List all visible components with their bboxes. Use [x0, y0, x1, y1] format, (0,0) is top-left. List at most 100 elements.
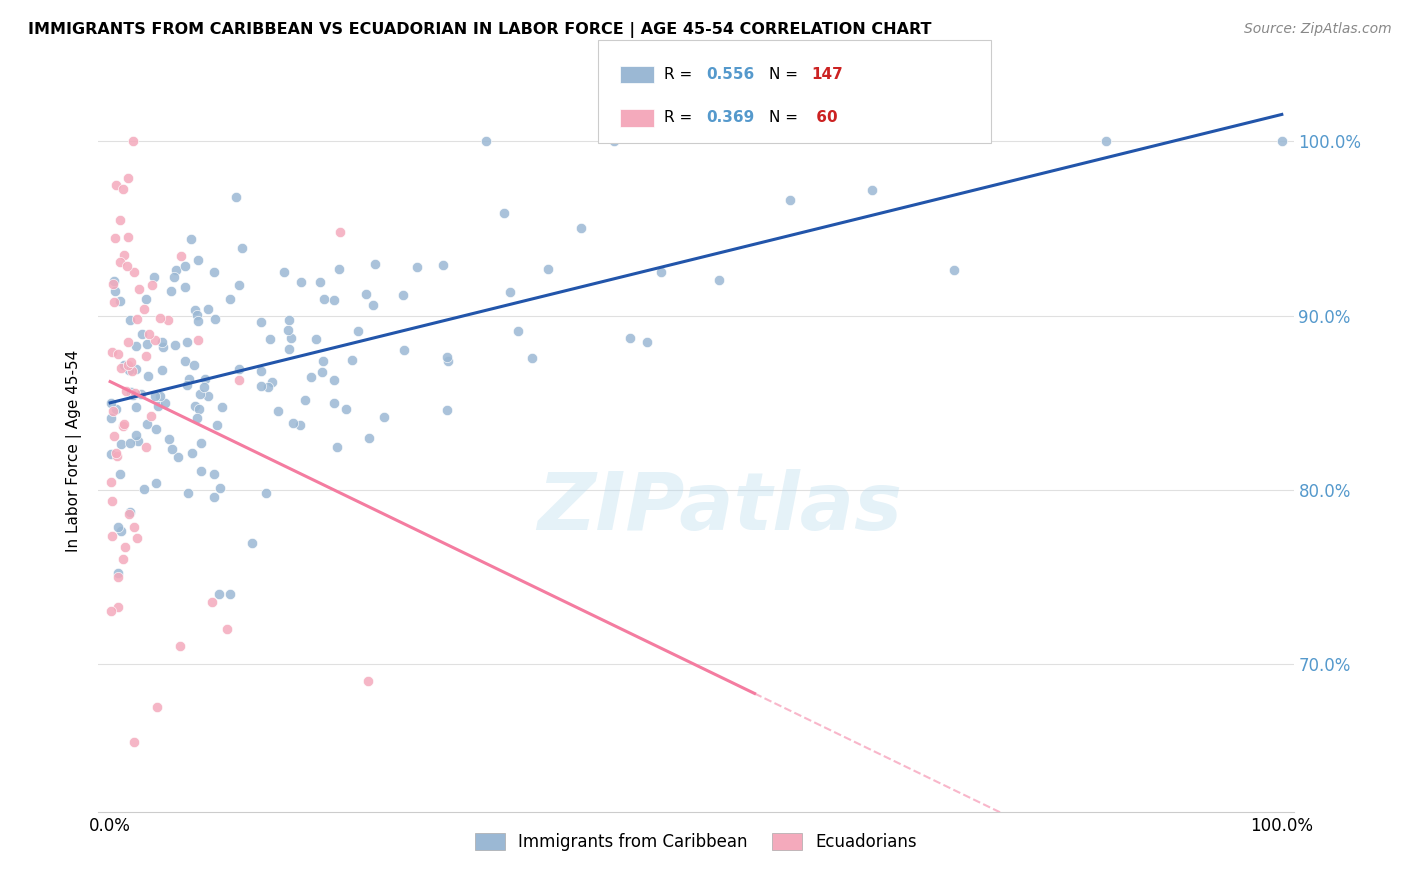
Point	[156, 313, 179, 327]
Point	[103, 429, 125, 443]
Point	[150, 363, 173, 377]
Point	[118, 362, 141, 376]
Point	[177, 372, 200, 386]
Point	[197, 301, 219, 316]
Point	[354, 287, 377, 301]
Point	[359, 431, 381, 445]
Point	[149, 389, 172, 403]
Point	[115, 259, 138, 273]
Point	[136, 417, 159, 432]
Point	[231, 241, 253, 255]
Point	[250, 315, 273, 329]
Point	[100, 475, 122, 490]
Point	[394, 343, 416, 357]
Point	[100, 396, 122, 410]
Point	[110, 254, 132, 268]
Point	[205, 418, 228, 433]
Point	[121, 388, 143, 402]
Point	[128, 282, 150, 296]
Point	[176, 377, 198, 392]
Point	[120, 385, 142, 400]
Point	[603, 135, 626, 149]
Point	[228, 277, 250, 292]
Point	[104, 401, 127, 416]
Point	[110, 294, 132, 309]
Point	[111, 552, 134, 566]
Point	[202, 467, 225, 481]
Point	[141, 278, 163, 293]
Point	[117, 334, 139, 349]
Point	[101, 529, 124, 543]
Point	[107, 347, 129, 361]
Point	[103, 295, 125, 310]
Point	[101, 493, 124, 508]
Point	[225, 189, 247, 203]
Point	[709, 273, 731, 287]
Point	[174, 280, 197, 294]
Point	[257, 380, 280, 394]
Point	[322, 396, 344, 410]
Point	[127, 434, 149, 448]
Point	[259, 332, 281, 346]
Point	[188, 387, 211, 401]
Point	[569, 221, 592, 235]
Point	[373, 410, 395, 425]
Point	[240, 536, 263, 550]
Point	[117, 358, 139, 372]
Point	[190, 464, 212, 478]
Point	[340, 352, 363, 367]
Point	[145, 475, 167, 490]
Point	[186, 308, 208, 322]
Text: ZIPatlas: ZIPatlas	[537, 469, 903, 548]
Point	[347, 325, 370, 339]
Point	[277, 323, 299, 337]
Point	[204, 312, 226, 326]
Point	[475, 135, 498, 149]
Point	[104, 446, 127, 460]
Point	[1271, 135, 1294, 149]
Point	[650, 265, 672, 279]
Point	[329, 225, 352, 239]
Point	[135, 349, 157, 363]
Point	[125, 428, 148, 442]
Text: N =: N =	[769, 110, 803, 125]
Point	[335, 402, 357, 417]
Point	[143, 333, 166, 347]
Point	[107, 570, 129, 584]
Point	[124, 386, 146, 401]
Point	[208, 587, 231, 601]
Point	[357, 674, 380, 689]
Point	[183, 359, 205, 373]
Point	[108, 212, 131, 227]
Point	[134, 301, 156, 316]
Point	[499, 285, 522, 299]
Point	[111, 418, 134, 433]
Point	[118, 507, 141, 521]
Point	[176, 334, 198, 349]
Point	[311, 365, 333, 379]
Point	[283, 416, 305, 430]
Point	[127, 312, 149, 326]
Point	[139, 409, 162, 423]
Point	[328, 261, 350, 276]
Point	[107, 520, 129, 534]
Point	[129, 386, 152, 401]
Point	[314, 292, 336, 306]
Point	[131, 326, 153, 341]
Point	[118, 313, 141, 327]
Point	[101, 277, 124, 292]
Point	[280, 331, 302, 345]
Point	[190, 435, 212, 450]
Point	[163, 269, 186, 284]
Point	[228, 361, 250, 376]
Point	[536, 261, 558, 276]
Point	[166, 450, 188, 464]
Point	[174, 259, 197, 273]
Point	[406, 260, 429, 275]
Text: Source: ZipAtlas.com: Source: ZipAtlas.com	[1244, 22, 1392, 37]
Point	[110, 360, 132, 375]
Point	[169, 640, 191, 654]
Point	[136, 337, 159, 351]
Text: IMMIGRANTS FROM CARIBBEAN VS ECUADORIAN IN LABOR FORCE | AGE 45-54 CORRELATION C: IMMIGRANTS FROM CARIBBEAN VS ECUADORIAN …	[28, 22, 932, 38]
Point	[779, 194, 801, 208]
